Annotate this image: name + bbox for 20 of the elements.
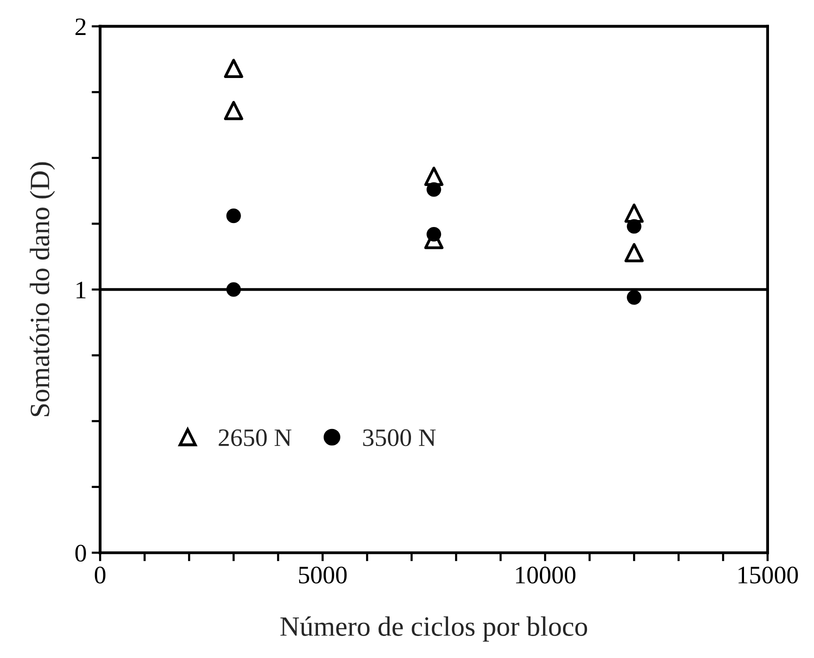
legend-label: 2650 N: [218, 429, 292, 446]
x-tick-label: 10000: [516, 566, 576, 584]
y-tick-label: 2: [76, 18, 86, 35]
y-tick-label: 0: [75, 544, 86, 562]
x-tick-label: 15000: [738, 566, 798, 584]
point: [224, 58, 244, 78]
point: [226, 282, 241, 297]
y-axis-title: Somatório do dano (D): [30, 162, 55, 416]
point: [624, 243, 644, 262]
point: [426, 226, 442, 242]
y-tick-label: 1: [76, 282, 86, 298]
point: [626, 290, 642, 305]
point: [224, 100, 244, 120]
x-tick-label: 0: [94, 566, 106, 584]
point: [426, 182, 442, 197]
x-axis-title: Número de ciclos por bloco: [280, 616, 588, 642]
x-tick-label: 5000: [299, 566, 347, 584]
legend-label: 3500 N: [363, 429, 436, 446]
point: [226, 208, 241, 224]
point: [626, 219, 642, 234]
